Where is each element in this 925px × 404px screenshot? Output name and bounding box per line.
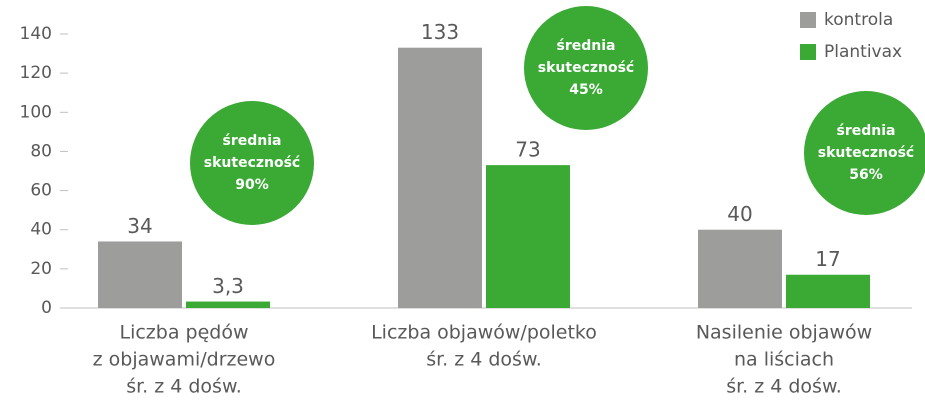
bar [186,301,270,308]
y-tick-label: 40 [30,220,52,240]
annotation-text: średnia [223,133,282,149]
bar [398,47,482,308]
annotation-circle [804,91,925,215]
y-tick-label: 0 [41,298,52,318]
x-tick-label: Liczba objawów/poletko [371,322,597,344]
x-tick-label: śr. z 4 dośw. [126,376,242,398]
legend-label: kontrola [824,10,893,30]
bar [786,274,870,308]
annotation-text: średnia [837,123,896,139]
data-label: 3,3 [212,274,244,298]
annotation-text: skuteczność [538,60,634,76]
y-tick-label: 120 [20,63,52,83]
data-label: 133 [421,20,459,44]
x-tick-label: śr. z 4 dośw. [726,376,842,398]
data-label: 34 [127,214,152,238]
y-tick-label: 60 [30,181,52,201]
x-tick-label: śr. z 4 dośw. [426,349,542,371]
legend-swatch [800,44,816,60]
data-label: 40 [727,202,752,226]
x-tick-label: z objawami/drzewo [93,349,276,371]
y-tick-label: 140 [20,24,52,44]
annotation-text: skuteczność [204,155,300,171]
annotation-text: skuteczność [818,145,914,161]
data-label: 73 [515,138,540,162]
bar [698,229,782,308]
y-tick-label: 100 [20,102,52,122]
bar [486,165,570,308]
bar [98,241,182,308]
annotation-text: 90% [235,177,269,193]
y-tick-label: 80 [30,141,52,161]
annotation-circle [524,6,648,130]
annotation-text: 45% [569,82,603,98]
annotation-circle [190,101,314,225]
annotation-text: średnia [557,38,616,54]
legend-label: Plantivax [824,42,902,62]
x-tick-label: Nasilenie objawów [696,322,872,344]
data-label: 17 [815,247,840,271]
annotation-text: 56% [849,167,883,183]
legend-swatch [800,12,816,28]
y-tick-label: 20 [30,259,52,279]
x-tick-label: Liczba pędów [119,322,248,344]
x-tick-label: na liściach [734,349,834,371]
